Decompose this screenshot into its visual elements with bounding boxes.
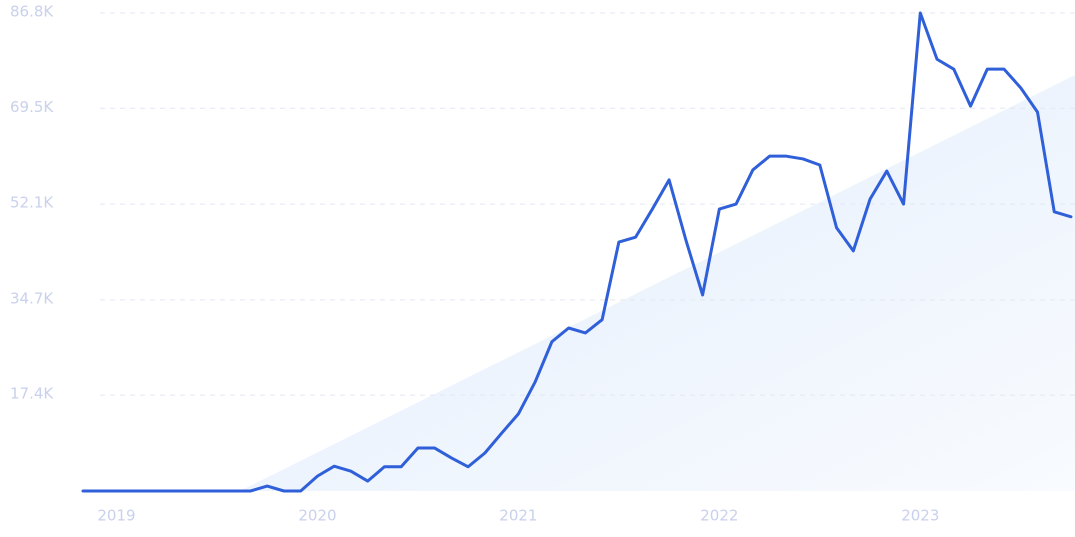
x-tick-label: 2022 <box>700 507 738 525</box>
x-tick-label: 2020 <box>298 507 336 525</box>
y-tick-label: 52.1K <box>10 194 54 212</box>
series-line <box>81 11 1073 493</box>
y-tick-label: 69.5K <box>10 98 54 116</box>
y-tick-label: 17.4K <box>10 385 54 403</box>
x-tick-label: 2023 <box>901 507 939 525</box>
y-tick-label: 34.7K <box>10 289 54 307</box>
trend-area <box>240 75 1075 491</box>
x-tick-label: 2021 <box>499 507 537 525</box>
y-tick-label: 86.8K <box>10 3 54 21</box>
x-tick-label: 2019 <box>97 507 135 525</box>
